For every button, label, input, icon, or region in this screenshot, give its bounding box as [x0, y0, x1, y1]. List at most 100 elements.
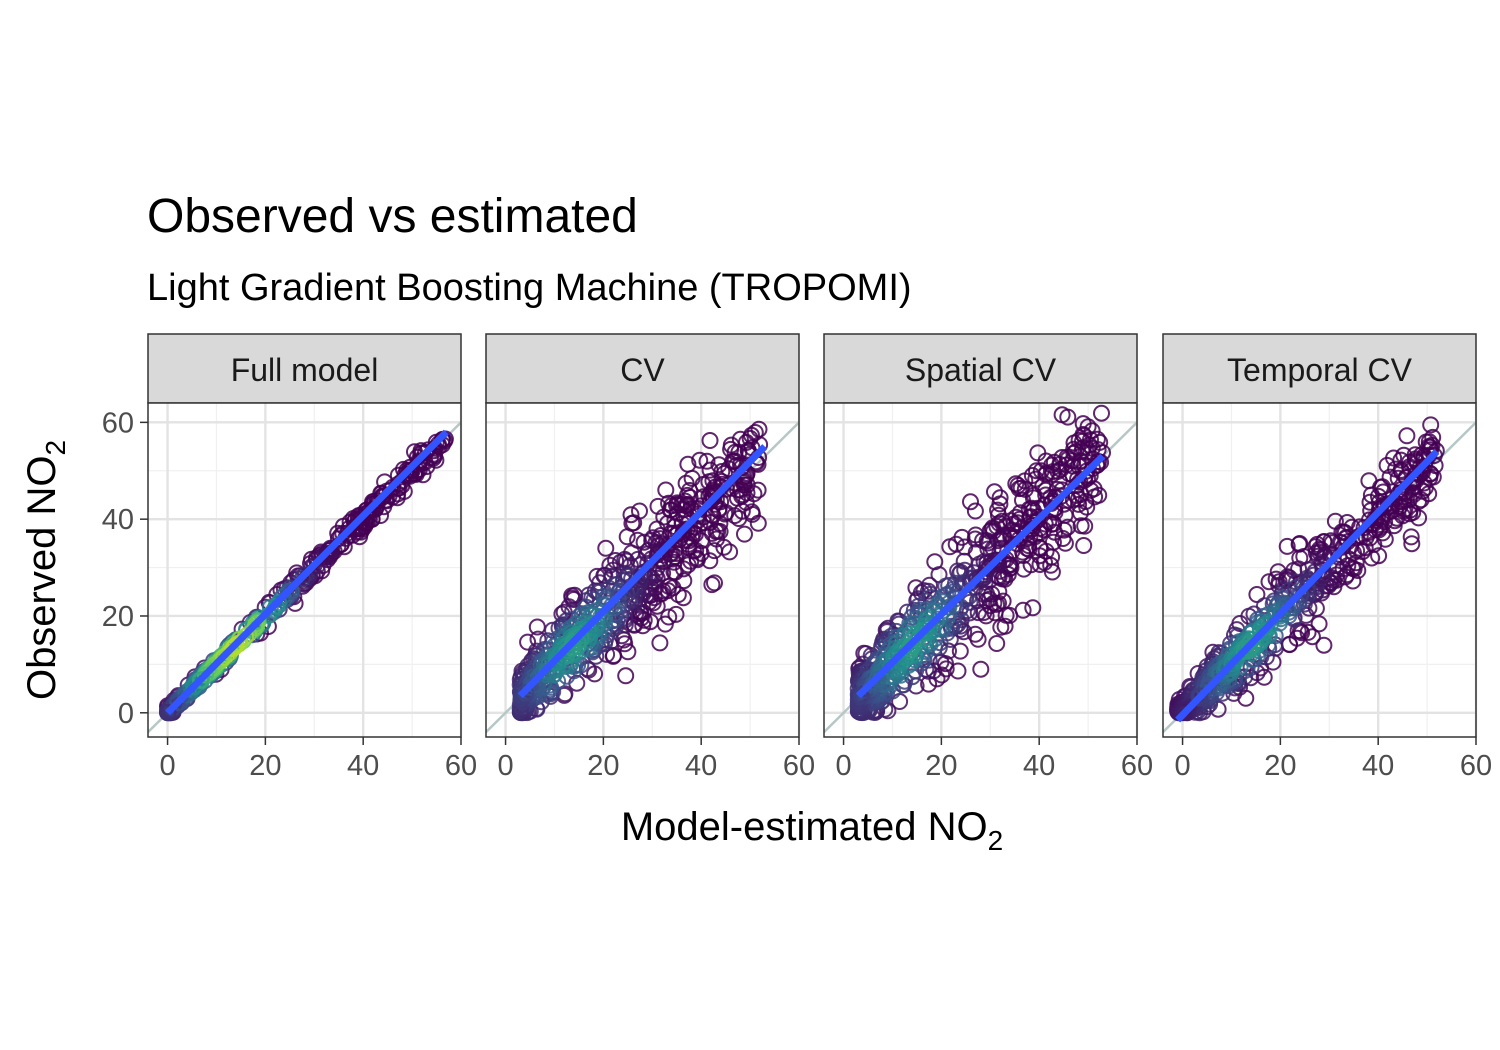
y-tick-label: 20	[102, 601, 134, 633]
data-point	[682, 552, 700, 570]
data-point	[1235, 643, 1253, 660]
facet-strip-label: Spatial CV	[905, 352, 1057, 388]
data-point	[660, 608, 678, 626]
data-point	[705, 542, 723, 560]
data-point	[1278, 537, 1296, 555]
x-tick-label: 20	[1264, 750, 1296, 782]
data-point	[1093, 404, 1110, 422]
fit-line	[517, 444, 768, 699]
data-point	[1072, 517, 1090, 535]
x-tick-label: 40	[347, 750, 379, 782]
data-point	[701, 432, 719, 449]
data-point	[164, 699, 182, 717]
x-tick-label: 60	[1460, 750, 1492, 782]
data-point	[296, 566, 314, 584]
data-point	[215, 648, 233, 666]
data-point	[657, 481, 675, 499]
x-tick-label: 0	[1174, 750, 1190, 782]
data-point	[1398, 427, 1416, 445]
x-tick-label: 40	[685, 750, 717, 782]
facet-strip-label: CV	[620, 352, 665, 388]
data-point	[267, 597, 285, 615]
chart-title: Observed vs estimated	[147, 190, 638, 243]
data-point	[962, 493, 979, 511]
panel-border	[1162, 402, 1477, 738]
data-point	[1176, 701, 1194, 719]
facet-panel: CV 0 20 40 60	[485, 333, 815, 782]
x-tick-label: 40	[1023, 750, 1055, 782]
facet-panel: Full model 0 20 40 60 0 20 40 60	[102, 333, 477, 782]
chart-subtitle: Light Gradient Boosting Machine (TROPOMI…	[147, 267, 912, 309]
fit-line	[855, 453, 1106, 699]
data-point	[651, 634, 669, 652]
x-tick-label: 60	[445, 750, 477, 782]
x-tick-label: 20	[587, 750, 619, 782]
data-point	[667, 605, 685, 623]
data-point	[691, 451, 709, 469]
data-point	[988, 551, 1006, 569]
fit-line	[165, 429, 449, 716]
x-tick-label: 20	[925, 750, 957, 782]
data-point	[1370, 547, 1388, 565]
data-point	[979, 560, 997, 578]
data-point	[1218, 660, 1236, 678]
data-point	[1007, 475, 1025, 493]
data-point	[966, 625, 984, 643]
data-point	[949, 662, 967, 680]
data-point	[186, 677, 204, 695]
facet-panel: Temporal CV 0 20 40 60	[1162, 333, 1492, 782]
data-point	[921, 576, 938, 594]
data-point	[988, 635, 1006, 652]
data-point	[706, 574, 723, 592]
data-point	[698, 452, 716, 470]
data-point	[191, 671, 209, 689]
facet-strip-label: Temporal CV	[1227, 352, 1413, 388]
data-point	[1402, 528, 1420, 546]
data-point	[921, 617, 939, 635]
data-point	[1078, 462, 1096, 480]
data-point	[1223, 655, 1241, 673]
data-point	[972, 660, 990, 678]
data-point	[1010, 530, 1028, 548]
data-point	[969, 604, 987, 622]
data-point	[293, 570, 311, 588]
data-point	[625, 514, 643, 532]
x-tick-label: 60	[783, 750, 815, 782]
data-point	[227, 636, 245, 654]
data-point	[1091, 433, 1109, 451]
data-point	[1027, 513, 1045, 531]
y-tick-label: 60	[102, 407, 134, 439]
facet-panel: Spatial CV 0 20 40 60	[823, 333, 1153, 782]
x-axis-title: Model-estimated NO2	[621, 805, 1003, 856]
data-point	[741, 429, 759, 447]
data-point	[1059, 408, 1077, 426]
facet-strip-label: Full model	[231, 352, 379, 388]
data-point	[720, 460, 738, 478]
data-point	[927, 613, 945, 631]
data-point	[918, 622, 935, 640]
data-point	[1175, 703, 1192, 721]
data-point	[1258, 621, 1276, 638]
y-tick-label: 0	[118, 698, 134, 730]
data-point	[519, 633, 537, 651]
data-point	[618, 528, 636, 546]
y-axis-title: Observed NO2	[20, 440, 71, 700]
data-point	[1024, 599, 1042, 617]
data-point	[1260, 573, 1278, 591]
data-point	[951, 642, 969, 660]
data-point	[168, 694, 186, 712]
data-point	[1090, 453, 1107, 470]
data-point	[703, 576, 721, 594]
data-point	[247, 616, 265, 634]
data-point	[282, 582, 300, 600]
data-point	[1403, 535, 1421, 553]
data-point	[1290, 560, 1308, 578]
data-point	[947, 535, 965, 553]
data-point	[991, 489, 1009, 507]
data-point	[1315, 636, 1333, 654]
panel-border	[147, 402, 462, 738]
x-tick-label: 60	[1121, 750, 1153, 782]
data-point	[1292, 586, 1310, 604]
